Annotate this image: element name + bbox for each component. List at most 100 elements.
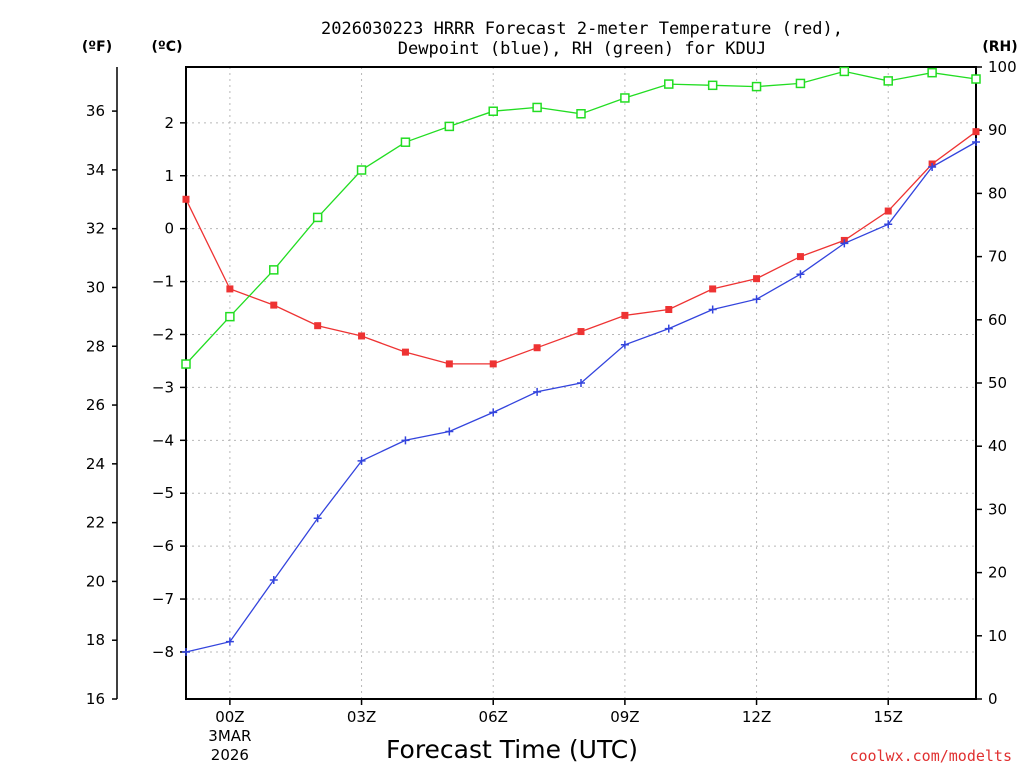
temperature-point (314, 322, 322, 330)
rh-axis-tick-label: 10 (988, 627, 1007, 645)
f-axis-tick-label: 30 (86, 278, 105, 296)
dewpoint-point (445, 427, 454, 436)
temperature-point (401, 348, 409, 356)
c-axis-tick-label: −3 (152, 378, 174, 396)
c-axis-tick-label: −6 (152, 537, 174, 555)
rh-point (269, 265, 279, 275)
f-axis-tick-label: 32 (86, 220, 105, 238)
series-layer (181, 66, 981, 656)
c-axis-tick-label: −5 (152, 484, 174, 502)
x-axis-date-label: 3MAR (208, 727, 251, 745)
rh-axis-tick-label: 60 (988, 311, 1007, 329)
rh-point (971, 74, 981, 84)
dewpoint-point (972, 137, 980, 146)
temperature-point (753, 275, 761, 283)
temperature-point (577, 328, 585, 336)
temperature-point (884, 207, 892, 215)
rh-axis-tick-label: 70 (988, 248, 1007, 266)
dewpoint-point (796, 270, 805, 279)
dewpoint-point (664, 324, 673, 333)
f-axis-tick-label: 24 (86, 455, 105, 473)
c-axis-tick-label: −1 (152, 273, 174, 291)
x-axis-tick-label: 06Z (479, 708, 508, 726)
rh-point (225, 311, 235, 322)
x-axis-tick-label: 12Z (742, 708, 771, 726)
c-axis-tick-label: −4 (152, 431, 174, 449)
rh-axis-tick-label: 0 (988, 690, 998, 708)
rh-point (181, 359, 191, 369)
rh-point (664, 79, 674, 89)
f-axis-tick-label: 34 (86, 161, 105, 179)
dewpoint-point (225, 637, 234, 646)
rh-point (883, 76, 893, 86)
unit-label-celsius: (ºC) (152, 39, 183, 55)
x-axis-tick-label: 00Z (215, 708, 244, 726)
rh-point (400, 137, 411, 147)
f-axis-tick-label: 18 (86, 631, 105, 649)
dewpoint-point (577, 379, 585, 387)
temperature-point (665, 306, 673, 314)
f-axis-tick-label: 26 (86, 396, 105, 414)
rh-point (707, 80, 718, 91)
f-axis-tick-label: 22 (86, 514, 105, 532)
temperature-point (533, 344, 541, 352)
rh-point (620, 93, 630, 103)
c-axis-tick-label: 1 (164, 167, 174, 185)
c-axis-tick-label: −8 (152, 643, 174, 661)
f-axis-tick-label: 16 (86, 690, 105, 708)
f-axis-tick-label: 28 (86, 337, 105, 355)
unit-label-rh: (RH) (982, 39, 1017, 55)
rh-axis-tick-label: 40 (988, 437, 1007, 455)
dewpoint-point (840, 239, 849, 248)
rh-point (356, 165, 367, 175)
temperature-point (709, 285, 717, 293)
c-axis-tick-label: −7 (152, 590, 174, 608)
c-axis-tick-label: 2 (164, 114, 174, 132)
f-axis-tick-label: 36 (86, 102, 105, 120)
temperature-point (182, 195, 190, 203)
temperature-point (226, 285, 234, 293)
dewpoint-point (620, 340, 629, 349)
chart-title-line1: 2026030223 HRRR Forecast 2-meter Tempera… (321, 19, 843, 39)
c-axis-tick-label: −2 (152, 325, 174, 343)
x-axis-tick-label: 03Z (347, 708, 376, 726)
rh-point (795, 78, 806, 89)
temperature-point (358, 332, 366, 340)
rh-axis-tick-label: 30 (988, 500, 1007, 518)
dewpoint-point (489, 408, 498, 417)
rh-axis-tick-label: 90 (988, 121, 1007, 139)
rh-axis-tick-label: 50 (988, 374, 1007, 392)
dewpoint-point (884, 220, 893, 229)
x-axis-year-label: 2026 (211, 746, 249, 764)
temperature-series (182, 128, 980, 368)
temperature-point (621, 311, 629, 319)
dewpoint-point (182, 647, 190, 656)
rh-point (576, 109, 586, 119)
rh-axis-tick-label: 100 (988, 58, 1017, 76)
rh-point (488, 106, 498, 116)
f-axis-tick-label: 20 (86, 572, 105, 590)
dewpoint-point (708, 305, 717, 314)
dewpoint-series (182, 137, 980, 656)
x-axis-tick-label: 15Z (874, 708, 903, 726)
temperature-point (796, 253, 804, 261)
axes: 16 18 20 22 24 26 28 30 32 34 36 −8 −7 −6 −5 −4 −3 −2 −1 0 1… (86, 58, 1017, 764)
credit-label: coolwx.com/modelts (849, 747, 1012, 765)
rh-point (532, 102, 542, 113)
temperature-point (445, 360, 453, 368)
rh-point (312, 212, 323, 223)
dewpoint-point (313, 514, 322, 523)
rh-point (751, 81, 762, 92)
rh-point (927, 67, 937, 78)
unit-label-fahrenheit: (ºF) (82, 39, 112, 55)
temperature-point (489, 360, 497, 368)
x-axis-label: Forecast Time (UTC) (386, 735, 638, 764)
relative-humidity-series (181, 66, 981, 369)
dewpoint-point (928, 162, 937, 171)
dewpoint-point (752, 295, 761, 304)
dewpoint-line (185, 141, 977, 653)
dewpoint-point (533, 387, 542, 396)
dewpoint-point (401, 436, 410, 445)
rh-axis-tick-label: 80 (988, 184, 1007, 202)
